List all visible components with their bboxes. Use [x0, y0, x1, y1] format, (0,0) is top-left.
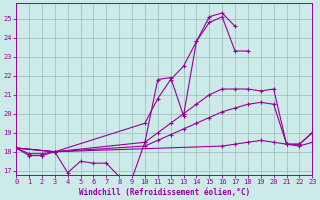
X-axis label: Windchill (Refroidissement éolien,°C): Windchill (Refroidissement éolien,°C) [79, 188, 250, 197]
